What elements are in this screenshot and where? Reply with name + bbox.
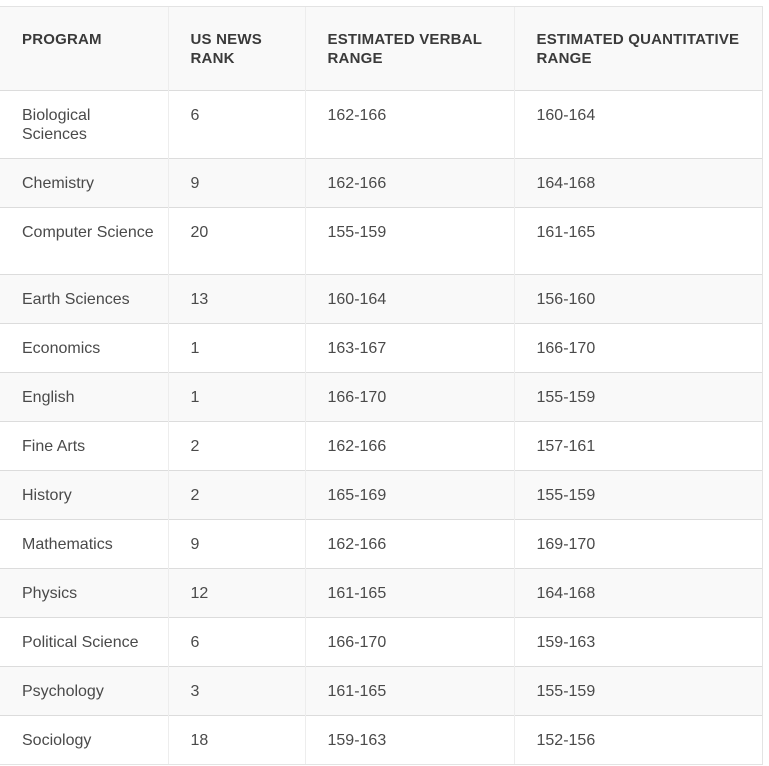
cell-rank: 13 — [168, 274, 306, 324]
cell-program: Earth Sciences — [0, 274, 169, 324]
cell-program: Biological Sciences — [0, 90, 169, 159]
cell-rank: 20 — [168, 207, 306, 275]
cell-quant: 160-164 — [514, 90, 762, 159]
table-row: Fine Arts 2 162-166 157-161 — [0, 421, 762, 471]
table-row: Sociology 18 159-163 152-156 — [0, 715, 762, 764]
cell-quant: 157-161 — [514, 421, 762, 471]
table-row: History 2 165-169 155-159 — [0, 470, 762, 520]
cell-rank: 1 — [168, 372, 306, 422]
gre-score-table: PROGRAM US NEWS RANK ESTIMATED VERBAL RA… — [0, 7, 762, 764]
table-row: Biological Sciences 6 162-166 160-164 — [0, 90, 762, 159]
cell-rank: 6 — [168, 617, 306, 667]
table-header-row: PROGRAM US NEWS RANK ESTIMATED VERBAL RA… — [0, 7, 762, 91]
cell-verbal: 162-166 — [305, 519, 515, 569]
cell-quant: 152-156 — [514, 715, 762, 764]
cell-verbal: 166-170 — [305, 372, 515, 422]
cell-quant: 159-163 — [514, 617, 762, 667]
cell-verbal: 161-165 — [305, 666, 515, 716]
table-row: Political Science 6 166-170 159-163 — [0, 617, 762, 667]
table-row: Computer Science 20 155-159 161-165 — [0, 207, 762, 275]
cell-verbal: 165-169 — [305, 470, 515, 520]
cell-verbal: 162-166 — [305, 90, 515, 159]
table-row: Chemistry 9 162-166 164-168 — [0, 158, 762, 208]
cell-rank: 3 — [168, 666, 306, 716]
cell-program: Chemistry — [0, 158, 169, 208]
cell-rank: 9 — [168, 519, 306, 569]
cell-verbal: 166-170 — [305, 617, 515, 667]
cell-verbal: 155-159 — [305, 207, 515, 275]
cell-quant: 164-168 — [514, 568, 762, 618]
table-row: Economics 1 163-167 166-170 — [0, 323, 762, 373]
cell-rank: 1 — [168, 323, 306, 373]
cell-quant: 156-160 — [514, 274, 762, 324]
cell-quant: 169-170 — [514, 519, 762, 569]
cell-rank: 6 — [168, 90, 306, 159]
cell-program: Mathematics — [0, 519, 169, 569]
header-quantitative-range: ESTIMATED QUANTITATIVE RANGE — [514, 7, 762, 91]
cell-program: Psychology — [0, 666, 169, 716]
cell-verbal: 162-166 — [305, 421, 515, 471]
cell-program: Computer Science — [0, 207, 169, 275]
table-row: Earth Sciences 13 160-164 156-160 — [0, 274, 762, 324]
cell-verbal: 163-167 — [305, 323, 515, 373]
table-row: Mathematics 9 162-166 169-170 — [0, 519, 762, 569]
cell-rank: 9 — [168, 158, 306, 208]
cell-program: Physics — [0, 568, 169, 618]
cell-program: Economics — [0, 323, 169, 373]
cell-quant: 155-159 — [514, 470, 762, 520]
cell-verbal: 162-166 — [305, 158, 515, 208]
cell-verbal: 160-164 — [305, 274, 515, 324]
cell-rank: 2 — [168, 421, 306, 471]
header-verbal-range: ESTIMATED VERBAL RANGE — [305, 7, 515, 91]
cell-program: Political Science — [0, 617, 169, 667]
gre-score-table-container: PROGRAM US NEWS RANK ESTIMATED VERBAL RA… — [0, 6, 763, 765]
cell-quant: 164-168 — [514, 158, 762, 208]
cell-program: History — [0, 470, 169, 520]
table-row: English 1 166-170 155-159 — [0, 372, 762, 422]
cell-quant: 155-159 — [514, 666, 762, 716]
table-row: Psychology 3 161-165 155-159 — [0, 666, 762, 716]
cell-quant: 166-170 — [514, 323, 762, 373]
table-row: Physics 12 161-165 164-168 — [0, 568, 762, 618]
cell-rank: 12 — [168, 568, 306, 618]
cell-rank: 18 — [168, 715, 306, 764]
cell-program: English — [0, 372, 169, 422]
cell-quant: 161-165 — [514, 207, 762, 275]
cell-rank: 2 — [168, 470, 306, 520]
cell-program: Fine Arts — [0, 421, 169, 471]
header-program: PROGRAM — [0, 7, 169, 91]
cell-verbal: 161-165 — [305, 568, 515, 618]
header-rank: US NEWS RANK — [168, 7, 306, 91]
cell-program: Sociology — [0, 715, 169, 764]
cell-quant: 155-159 — [514, 372, 762, 422]
cell-verbal: 159-163 — [305, 715, 515, 764]
